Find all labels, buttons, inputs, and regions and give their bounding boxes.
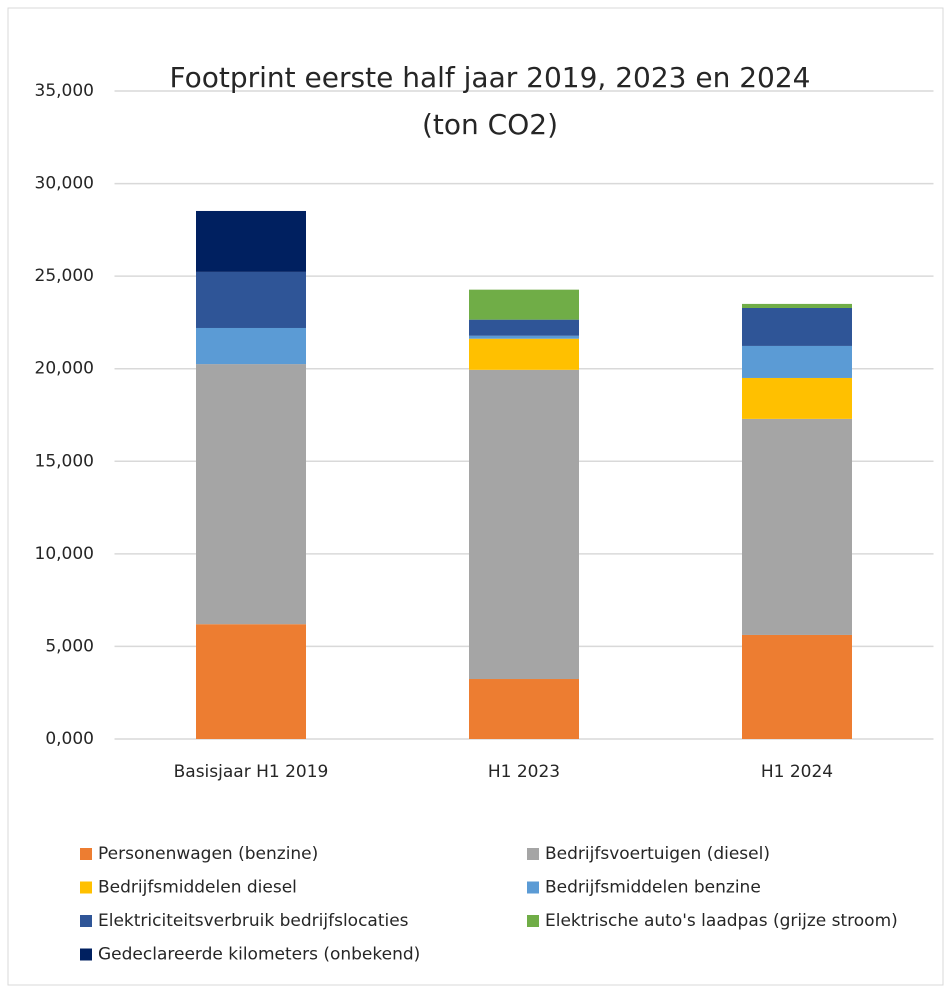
legend-label: Bedrijfsmiddelen benzine bbox=[545, 878, 761, 898]
legend-swatch bbox=[527, 848, 539, 860]
bar-segment bbox=[196, 210, 306, 272]
y-tick-label: 15,000 bbox=[35, 451, 94, 471]
y-tick-label: 35,000 bbox=[35, 81, 94, 101]
y-tick-label: 20,000 bbox=[35, 359, 94, 379]
bar-segment bbox=[196, 271, 306, 328]
plot-area bbox=[114, 90, 934, 740]
y-tick-label: 5,000 bbox=[45, 636, 94, 656]
bar-segment bbox=[742, 418, 852, 635]
legend-label: Bedrijfsvoertuigen (diesel) bbox=[545, 844, 770, 864]
legend-label: Elektrische auto's laadpas (grijze stroo… bbox=[545, 911, 898, 931]
bar-segment bbox=[196, 327, 306, 365]
chart-title: Footprint eerste half jaar 2019, 2023 en… bbox=[170, 61, 811, 94]
y-tick-label: 30,000 bbox=[35, 174, 94, 194]
bar-segment bbox=[469, 319, 579, 336]
legend-label: Bedrijfsmiddelen diesel bbox=[98, 878, 297, 898]
bar-segment bbox=[742, 377, 852, 419]
x-tick-label: H1 2023 bbox=[488, 762, 560, 782]
y-tick-label: 0,000 bbox=[45, 729, 94, 749]
bar-segment bbox=[196, 624, 306, 739]
legend-label: Gedeclareerde kilometers (onbekend) bbox=[98, 945, 420, 965]
legend-swatch bbox=[527, 881, 539, 894]
x-tick-label: H1 2024 bbox=[761, 762, 833, 782]
bar-segment bbox=[469, 369, 579, 680]
legend-swatch bbox=[80, 881, 92, 894]
y-tick-label: 25,000 bbox=[35, 266, 94, 286]
bar-segment bbox=[742, 303, 852, 308]
chart-subtitle: (ton CO2) bbox=[422, 108, 558, 141]
bar-segment bbox=[469, 289, 579, 320]
legend-swatch bbox=[527, 915, 539, 927]
bar-segment bbox=[469, 338, 579, 370]
bar-segment bbox=[469, 335, 579, 339]
y-tick-label: 10,000 bbox=[35, 544, 94, 564]
bar-segment bbox=[469, 679, 579, 739]
legend-swatch bbox=[80, 948, 92, 961]
bar-segment bbox=[742, 307, 852, 346]
x-tick-label: Basisjaar H1 2019 bbox=[174, 762, 329, 782]
bar-segment bbox=[742, 634, 852, 739]
legend-label: Elektriciteitsverbruik bedrijfslocaties bbox=[98, 911, 409, 931]
bar-segment bbox=[742, 345, 852, 378]
legend-swatch bbox=[80, 848, 92, 860]
legend-label: Personenwagen (benzine) bbox=[98, 844, 318, 864]
legend-swatch bbox=[80, 915, 92, 927]
bar-segment bbox=[196, 364, 306, 625]
